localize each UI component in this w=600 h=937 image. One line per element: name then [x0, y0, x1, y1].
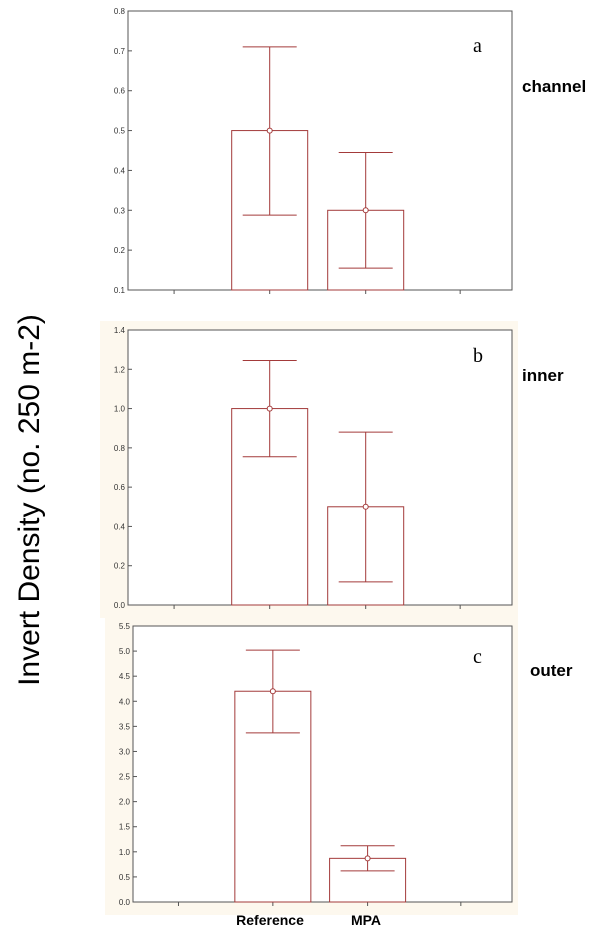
panel-b-mean-marker-mpa [362, 503, 369, 510]
panel-c-caption: outer [530, 661, 573, 680]
panel-a-caption: channel [522, 77, 587, 96]
panel-b-ytick-label-1: 0.2 [114, 562, 126, 571]
panel-b-letter: b [473, 345, 483, 367]
panel-c-ytick-label-3: 1.5 [119, 823, 131, 832]
panel-b-ytick-label-5: 1.0 [114, 405, 126, 414]
panel-a-ytick-label-0: 0.1 [114, 286, 126, 295]
panel-c-ytick-label-10: 5.0 [119, 647, 131, 656]
panel-b-plot-frame [127, 329, 513, 606]
panel-a-ytick-label-5: 0.6 [114, 87, 126, 96]
panel-b-ytick-label-7: 1.4 [114, 326, 126, 335]
panel-a-ytick-label-1: 0.2 [114, 246, 126, 255]
panel-c-ytick-label-8: 4.0 [119, 697, 131, 706]
panel-b-caption: inner [522, 366, 564, 385]
x-category-label-mpa: MPA [350, 912, 382, 928]
panel-a-mean-marker-reference [266, 127, 273, 134]
panel-c-ytick-label-2: 1.0 [119, 848, 131, 857]
panel-a-mean-marker-mpa [362, 207, 369, 214]
panel-c-plot-frame [132, 625, 513, 903]
panel-c-ytick-label-9: 4.5 [119, 672, 131, 681]
panel-b-ytick-label-6: 1.2 [114, 365, 126, 374]
panel-a-ytick-label-3: 0.4 [114, 166, 126, 175]
panel-c-mean-marker-reference [269, 688, 276, 695]
y-axis-label: Invert Density (no. 250 m-2) [13, 314, 46, 686]
panel-c-ytick-label-5: 2.5 [119, 773, 131, 782]
panel-c-ytick-label-1: 0.5 [119, 873, 131, 882]
panel-b-ytick-label-0: 0.0 [114, 601, 126, 610]
panel-b-ytick-label-3: 0.6 [114, 483, 126, 492]
panel-c-letter: c [473, 646, 482, 668]
panel-c-ytick-label-11: 5.5 [119, 622, 131, 631]
panel-c-ytick-label-0: 0.0 [119, 898, 131, 907]
panel-b-mean-marker-reference [266, 405, 273, 412]
panel-a-ytick-label-6: 0.7 [114, 47, 126, 56]
panel-a-letter: a [473, 35, 482, 57]
panel-b-ytick-label-4: 0.8 [114, 444, 126, 453]
panel-c-mean-marker-mpa [364, 855, 371, 862]
panel-c-ytick-label-6: 3.0 [119, 747, 131, 756]
panel-b-ytick-label-2: 0.4 [114, 522, 126, 531]
panel-a-plot-frame [127, 10, 513, 291]
panel-a-ytick-label-7: 0.8 [114, 7, 126, 16]
panel-a-ytick-label-2: 0.3 [114, 206, 126, 215]
panel-c-ytick-label-4: 2.0 [119, 798, 131, 807]
panel-a-ytick-label-4: 0.5 [114, 127, 126, 136]
panel-c-ytick-label-7: 3.5 [119, 722, 131, 731]
x-category-label-reference: Reference [236, 912, 304, 928]
